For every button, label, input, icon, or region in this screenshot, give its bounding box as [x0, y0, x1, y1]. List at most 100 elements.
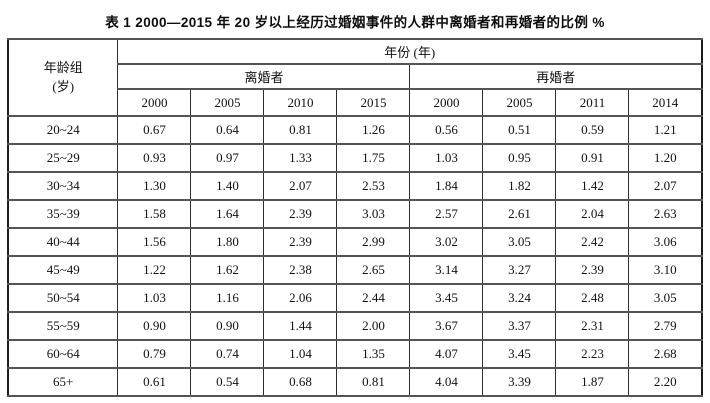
- value-cell: 4.04: [409, 367, 484, 397]
- value-cell: 0.54: [190, 367, 265, 397]
- value-cell: 0.81: [263, 115, 338, 145]
- year-header-cell: 2000: [117, 88, 192, 117]
- value-cell: 1.30: [117, 171, 192, 201]
- value-cell: 3.24: [482, 283, 557, 313]
- value-cell: 1.35: [336, 339, 411, 369]
- value-cell: 3.67: [409, 311, 484, 341]
- divorced-group-header-cell: 离婚者: [117, 63, 411, 90]
- age-cell: 60~64: [7, 339, 119, 369]
- value-cell: 3.06: [628, 227, 703, 257]
- table-row: 30~34 1.30 1.40 2.07 2.53 1.84 1.82 1.42…: [7, 171, 703, 201]
- value-cell: 0.56: [409, 115, 484, 145]
- value-cell: 2.39: [555, 255, 630, 285]
- value-cell: 0.67: [117, 115, 192, 145]
- value-cell: 2.23: [555, 339, 630, 369]
- value-cell: 1.21: [628, 115, 703, 145]
- year-header-cell: 2011: [555, 88, 630, 117]
- table-row: 20~24 0.67 0.64 0.81 1.26 0.56 0.51 0.59…: [7, 115, 703, 145]
- value-cell: 3.14: [409, 255, 484, 285]
- value-cell: 3.45: [482, 339, 557, 369]
- age-cell: 35~39: [7, 199, 119, 229]
- value-cell: 1.82: [482, 171, 557, 201]
- value-cell: 2.07: [628, 171, 703, 201]
- value-cell: 0.51: [482, 115, 557, 145]
- table-row: 40~44 1.56 1.80 2.39 2.99 3.02 3.05 2.42…: [7, 227, 703, 257]
- value-cell: 2.65: [336, 255, 411, 285]
- value-cell: 3.37: [482, 311, 557, 341]
- age-cell: 55~59: [7, 311, 119, 341]
- year-header-cell: 2014: [628, 88, 703, 117]
- value-cell: 2.07: [263, 171, 338, 201]
- header-row-year-span: 年龄组 (岁) 年份 (年): [7, 38, 703, 117]
- value-cell: 2.44: [336, 283, 411, 313]
- value-cell: 1.84: [409, 171, 484, 201]
- value-cell: 2.99: [336, 227, 411, 257]
- value-cell: 1.80: [190, 227, 265, 257]
- value-cell: 2.38: [263, 255, 338, 285]
- remarried-group-header-cell: 再婚者: [409, 63, 703, 90]
- value-cell: 2.48: [555, 283, 630, 313]
- value-cell: 1.04: [263, 339, 338, 369]
- year-header-cell: 2005: [482, 88, 557, 117]
- table-row: 45~49 1.22 1.62 2.38 2.65 3.14 3.27 2.39…: [7, 255, 703, 285]
- value-cell: 0.93: [117, 143, 192, 173]
- value-cell: 1.58: [117, 199, 192, 229]
- year-span-header-cell: 年份 (年): [117, 38, 703, 65]
- value-cell: 3.05: [628, 283, 703, 313]
- age-cell: 30~34: [7, 171, 119, 201]
- value-cell: 2.79: [628, 311, 703, 341]
- value-cell: 0.97: [190, 143, 265, 173]
- age-cell: 40~44: [7, 227, 119, 257]
- value-cell: 1.16: [190, 283, 265, 313]
- table-row: 25~29 0.93 0.97 1.33 1.75 1.03 0.95 0.91…: [7, 143, 703, 173]
- value-cell: 1.22: [117, 255, 192, 285]
- value-cell: 4.07: [409, 339, 484, 369]
- value-cell: 1.26: [336, 115, 411, 145]
- table-caption: 表 1 2000—2015 年 20 岁以上经历过婚姻事件的人群中离婚者和再婚者…: [105, 15, 605, 30]
- value-cell: 3.45: [409, 283, 484, 313]
- year-header-cell: 2015: [336, 88, 411, 117]
- age-group-header-cell: 年龄组 (岁): [7, 38, 119, 117]
- value-cell: 3.10: [628, 255, 703, 285]
- value-cell: 0.64: [190, 115, 265, 145]
- value-cell: 2.53: [336, 171, 411, 201]
- value-cell: 2.20: [628, 367, 703, 397]
- age-group-header-line2: (岁): [52, 78, 75, 94]
- value-cell: 2.42: [555, 227, 630, 257]
- value-cell: 1.44: [263, 311, 338, 341]
- value-cell: 1.42: [555, 171, 630, 201]
- value-cell: 0.74: [190, 339, 265, 369]
- header-row-years: 2000 2005 2010 2015 2000 2005 2011 2014: [8, 88, 703, 117]
- value-cell: 0.61: [117, 367, 192, 397]
- value-cell: 2.31: [555, 311, 630, 341]
- value-cell: 2.04: [555, 199, 630, 229]
- table-row: 55~59 0.90 0.90 1.44 2.00 3.67 3.37 2.31…: [7, 311, 703, 341]
- value-cell: 1.33: [263, 143, 338, 173]
- value-cell: 1.03: [117, 283, 192, 313]
- age-cell: 25~29: [7, 143, 119, 173]
- value-cell: 2.00: [336, 311, 411, 341]
- year-header-cell: 2010: [263, 88, 338, 117]
- table-row: 35~39 1.58 1.64 2.39 3.03 2.57 2.61 2.04…: [7, 199, 703, 229]
- value-cell: 1.20: [628, 143, 703, 173]
- value-cell: 0.91: [555, 143, 630, 173]
- value-cell: 2.61: [482, 199, 557, 229]
- age-cell: 65+: [7, 367, 119, 397]
- value-cell: 0.68: [263, 367, 338, 397]
- table-row: 65+ 0.61 0.54 0.68 0.81 4.04 3.39 1.87 2…: [7, 367, 703, 397]
- value-cell: 0.90: [190, 311, 265, 341]
- value-cell: 3.05: [482, 227, 557, 257]
- value-cell: 0.95: [482, 143, 557, 173]
- value-cell: 2.63: [628, 199, 703, 229]
- data-table: 年龄组 (岁) 年份 (年) 离婚者 再婚者 2000 2005 2010 20…: [6, 38, 704, 397]
- value-cell: 0.81: [336, 367, 411, 397]
- value-cell: 0.79: [117, 339, 192, 369]
- value-cell: 2.39: [263, 227, 338, 257]
- value-cell: 0.90: [117, 311, 192, 341]
- value-cell: 1.03: [409, 143, 484, 173]
- age-cell: 45~49: [7, 255, 119, 285]
- age-cell: 20~24: [7, 115, 119, 145]
- year-header-cell: 2000: [409, 88, 484, 117]
- value-cell: 1.87: [555, 367, 630, 397]
